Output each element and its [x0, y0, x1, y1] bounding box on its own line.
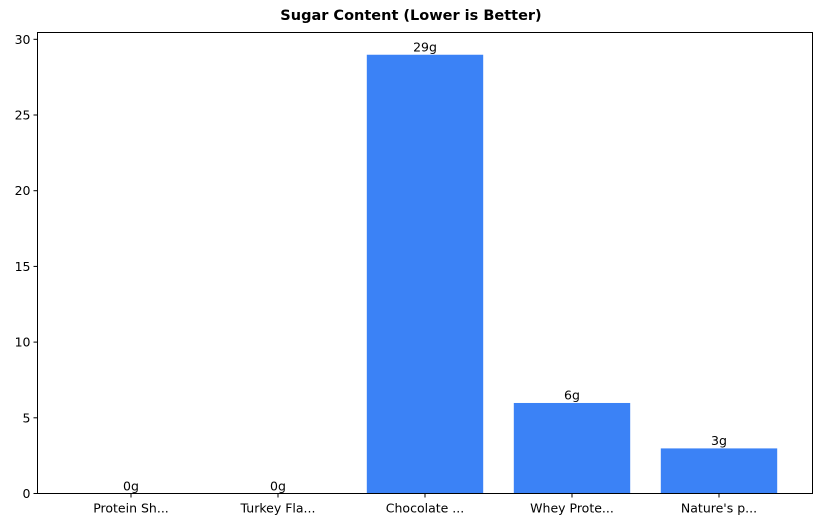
- bar-value-label: 29g: [413, 39, 437, 54]
- plot-frame: [37, 32, 813, 494]
- bars-group: 0g 0g 29g 6g 3g: [123, 39, 778, 494]
- x-tick-label: Turkey Fla...: [240, 501, 316, 516]
- bar-value-label: 0g: [123, 479, 139, 494]
- y-tick-label: 15: [15, 259, 31, 274]
- x-tick-label: Whey Prote...: [530, 501, 614, 516]
- bar: [660, 447, 778, 494]
- y-tick-label: 25: [15, 108, 31, 123]
- x-tick-label: Nature's p...: [681, 501, 757, 516]
- bar-value-label: 6g: [564, 388, 580, 403]
- y-tick-label: 20: [15, 183, 31, 198]
- x-tick-label: Protein Sh...: [93, 501, 169, 516]
- y-tick-label: 0: [23, 486, 31, 501]
- chart-title: Sugar Content (Lower is Better): [280, 8, 542, 24]
- bar-value-label: 3g: [711, 433, 727, 448]
- y-tick-label: 30: [15, 32, 31, 47]
- bar: [366, 54, 484, 494]
- x-tick-label: Chocolate ...: [386, 501, 464, 516]
- y-tick-label: 5: [23, 410, 31, 425]
- bar: [513, 402, 631, 494]
- bar-value-label: 0g: [270, 479, 286, 494]
- y-axis: 0 5 10 15 20 25 30: [15, 32, 38, 501]
- x-axis: Protein Sh... Turkey Fla... Chocolate ... W…: [93, 493, 757, 516]
- y-tick-label: 10: [15, 335, 31, 350]
